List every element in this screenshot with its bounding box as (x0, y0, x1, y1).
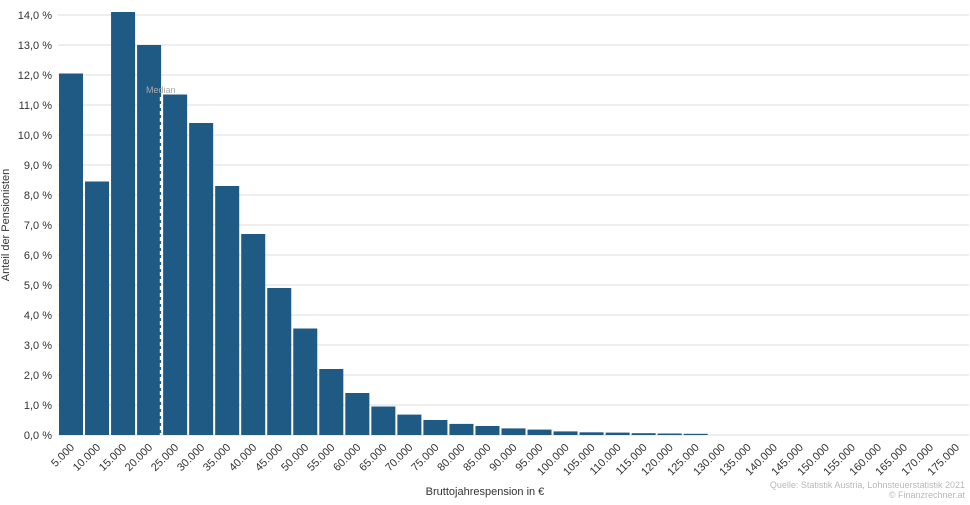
x-axis-title: Bruttojahrespension in € (426, 486, 545, 498)
x-tick-label: 80.000 (435, 442, 467, 474)
bar (137, 45, 162, 435)
x-tick-label: 15.000 (97, 442, 129, 474)
x-tick-label: 20.000 (123, 442, 155, 474)
y-tick-label: 14,0 % (18, 10, 52, 22)
bar (59, 73, 84, 435)
bar (85, 181, 110, 435)
x-tick-label: 40.000 (227, 442, 259, 474)
x-tick-label: 65.000 (357, 442, 389, 474)
bar (683, 433, 708, 435)
bar (423, 420, 448, 435)
bar (215, 186, 240, 435)
x-tick-label: 85.000 (461, 442, 493, 474)
bar (631, 433, 656, 435)
bar (293, 328, 318, 435)
y-tick-label: 9,0 % (24, 160, 52, 172)
bar (319, 369, 344, 435)
bar (111, 12, 136, 435)
bar (579, 432, 604, 435)
source-citation: Quelle: Statistik Austria, Lohnsteuersta… (770, 480, 965, 490)
y-tick-label: 0,0 % (24, 430, 52, 442)
bar (267, 288, 292, 435)
y-tick-label: 10,0 % (18, 130, 52, 142)
bar (605, 432, 630, 435)
bar (371, 406, 396, 435)
y-tick-label: 13,0 % (18, 40, 52, 52)
bar (475, 426, 500, 435)
y-tick-label: 8,0 % (24, 190, 52, 202)
y-axis-ticks: 0,0 % 1,0 % 2,0 % 3,0 % 4,0 % 5,0 % 6,0 % 7,0 %… (18, 10, 52, 442)
x-axis-ticks: 5.00010.00015.00020.00025.00030.00035.00… (49, 442, 962, 479)
y-tick-label: 5,0 % (24, 280, 52, 292)
bar (397, 414, 422, 435)
x-tick-label: 35.000 (201, 442, 233, 474)
y-tick-label: 6,0 % (24, 250, 52, 262)
x-tick-label: 75.000 (409, 442, 441, 474)
median-marker: Median (146, 85, 176, 435)
y-tick-label: 2,0 % (24, 370, 52, 382)
y-axis-title: Anteil der Pensionisten (0, 169, 12, 282)
bar (527, 429, 552, 435)
y-tick-label: 12,0 % (18, 70, 52, 82)
y-tick-label: 1,0 % (24, 400, 52, 412)
copyright-notice: © Finanzrechner.at (889, 490, 966, 500)
bars (59, 12, 708, 435)
x-tick-label: 25.000 (149, 442, 181, 474)
bar (501, 428, 526, 435)
x-tick-label: 10.000 (71, 442, 103, 474)
median-label: Median (146, 85, 176, 95)
y-tick-label: 3,0 % (24, 340, 52, 352)
x-tick-label: 70.000 (383, 442, 415, 474)
bar (553, 431, 578, 435)
x-tick-label: 90.000 (487, 442, 519, 474)
x-tick-label: 55.000 (305, 442, 337, 474)
bar (241, 234, 266, 435)
bar (345, 393, 370, 435)
y-tick-label: 4,0 % (24, 310, 52, 322)
bar (449, 423, 474, 435)
bar (189, 123, 214, 435)
bar (657, 433, 682, 435)
x-tick-label: 30.000 (175, 442, 207, 474)
x-tick-label: 60.000 (331, 442, 363, 474)
y-tick-label: 11,0 % (19, 100, 53, 112)
bar (163, 94, 188, 435)
x-tick-label: 50.000 (279, 442, 311, 474)
x-tick-label: 45.000 (253, 442, 285, 474)
y-tick-label: 7,0 % (24, 220, 52, 232)
